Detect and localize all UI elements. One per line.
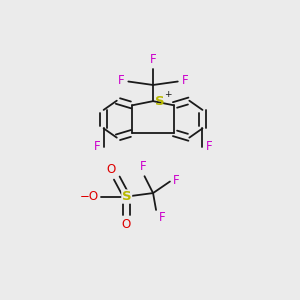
Text: S: S (155, 94, 164, 108)
Text: F: F (206, 140, 213, 153)
Text: F: F (118, 74, 124, 87)
Text: F: F (150, 53, 156, 66)
Text: S: S (122, 190, 131, 203)
Text: F: F (94, 140, 100, 153)
Text: O: O (121, 218, 130, 231)
Text: −O: −O (80, 190, 99, 203)
Text: F: F (182, 74, 189, 87)
Text: F: F (173, 174, 179, 187)
Text: F: F (159, 211, 166, 224)
Text: O: O (106, 163, 116, 176)
Text: +: + (164, 90, 172, 99)
Text: F: F (140, 160, 147, 173)
